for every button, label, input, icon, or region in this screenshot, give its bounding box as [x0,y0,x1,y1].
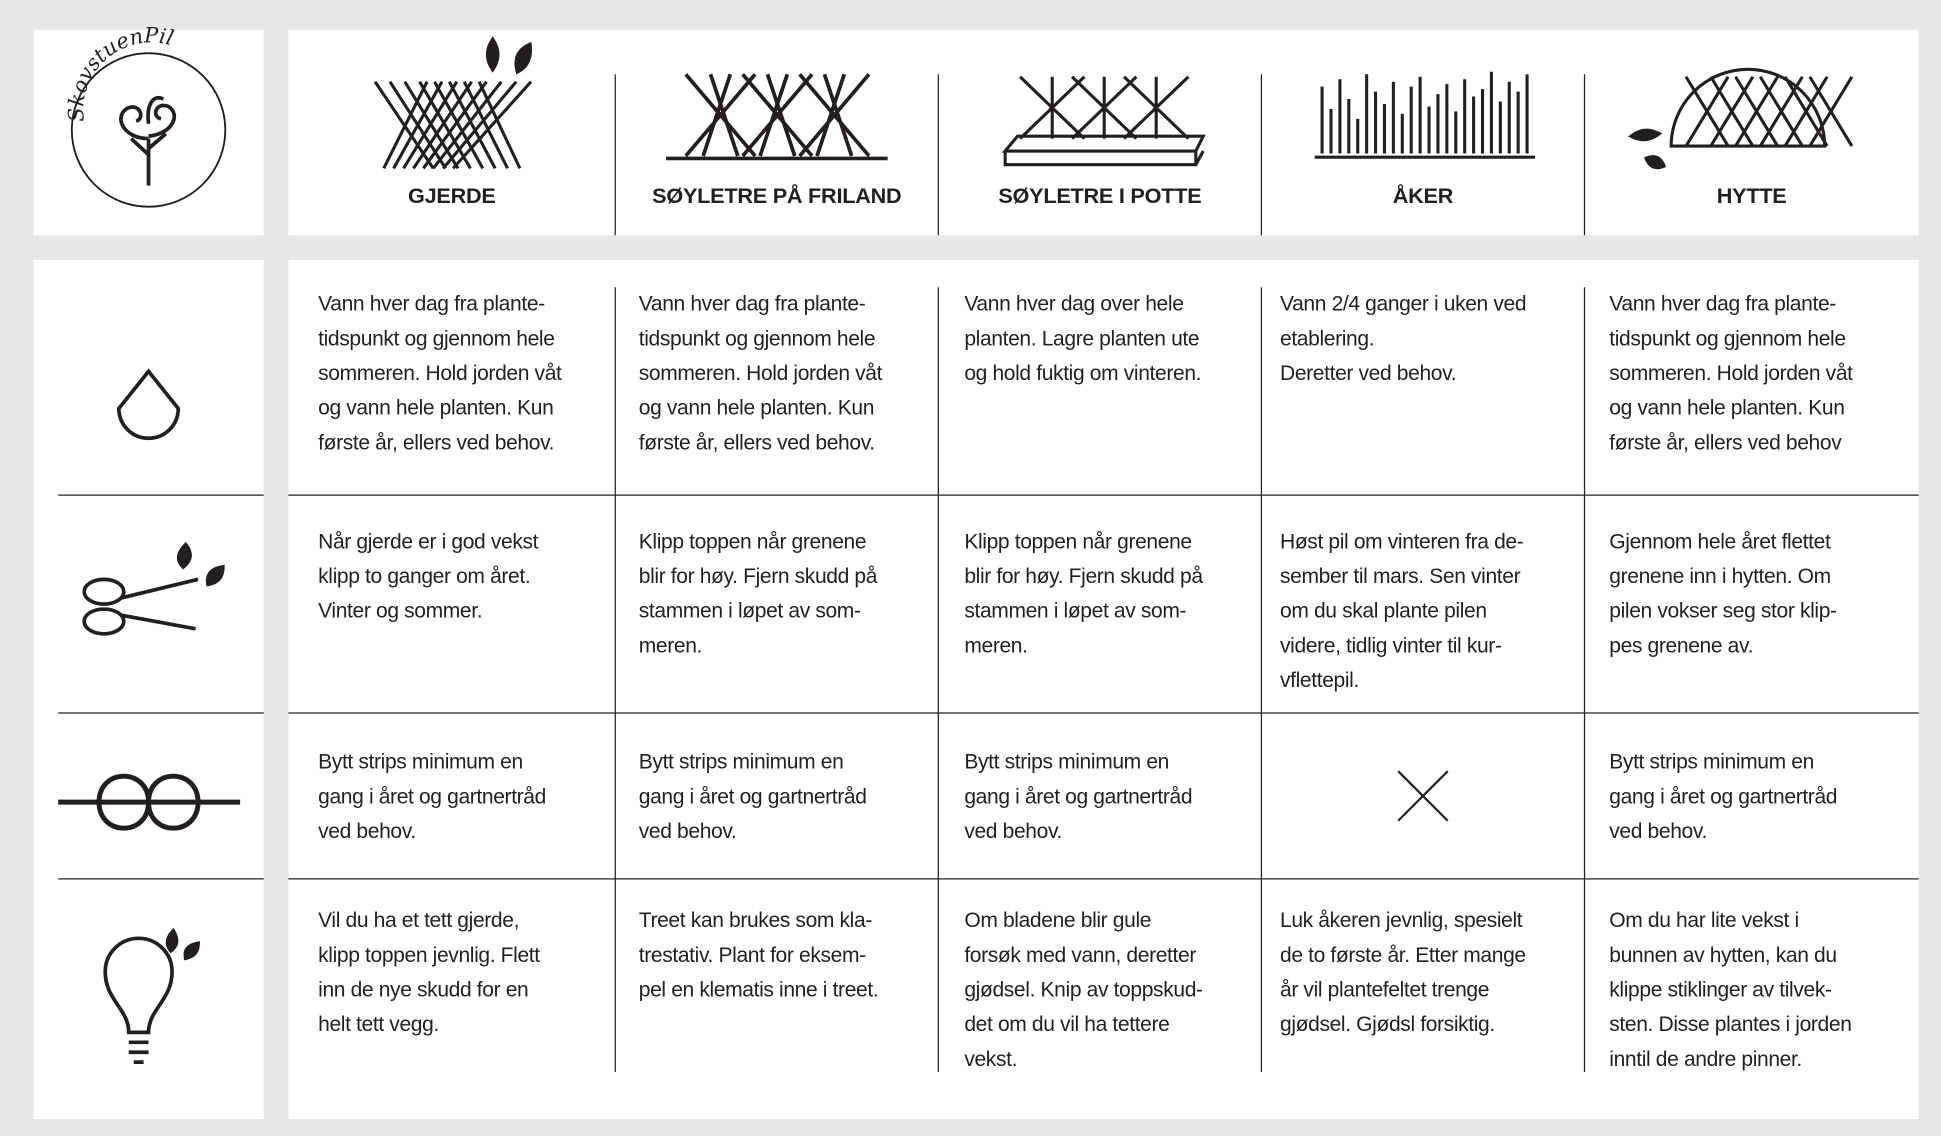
leaves [177,541,225,587]
knot-icon [58,773,241,831]
not-applicable-cross [1397,770,1449,822]
leaves [1628,128,1667,170]
water-icon [116,368,181,440]
cell-text: Når gjerde er i god vekst klipp to gange… [318,529,539,623]
cell-text: Klipp toppen når grenene blir for høy. F… [964,529,1203,658]
logo-tree [119,96,176,186]
cell-text: Vann hver dag over hele planten. Lagre p… [964,292,1202,385]
cell-text: Bytt strips minimum en gang i året og ga… [964,750,1193,844]
cell-text: Vil du ha et tett gjerde, klipp toppen j… [318,908,540,1037]
cell-text: Luk åkeren jevnlig, spesielt de to først… [1279,908,1526,1037]
cell-text: Bytt strips minimum en gang i året og ga… [318,750,546,844]
icon-panel [33,259,264,1120]
tree-pot-icon [1001,75,1206,167]
fence-icon [373,80,533,170]
cell-text: Om bladene blir gule forsøk med vann, de… [964,908,1203,1071]
cell-text: Vann hver dag fra plante- tidspunkt og g… [638,292,883,455]
cell-text: Vann hver dag fra plante- tidspunkt og g… [1609,292,1853,455]
tree-field-icon [665,73,888,161]
cell-text: Vann 2/4 ganger i uken ved etablering. D… [1279,292,1527,385]
cell-text: Bytt strips minimum en gang i året og ga… [1609,750,1838,844]
leaves [485,36,533,75]
cell-text: Treet kan brukes som kla- trestativ. Pla… [638,908,879,1002]
body-panel [288,259,1919,1120]
scissors-icon [82,541,225,636]
column-title: SØYLETRE PÅ FRILAND [652,183,902,208]
bulb-icon [103,927,200,1064]
header-icons [373,36,1854,170]
logo-circle [70,52,227,208]
scissors-blades [120,577,199,631]
cell-text: Vann hver dag fra plante- tidspunkt og g… [318,292,562,455]
scissors-ring [82,577,126,606]
grid-lines [58,74,1919,1073]
cell-text: Gjennom hele året flettet grenene inn i … [1609,529,1837,658]
field-icon [1314,71,1535,159]
scissors-ring [82,607,126,636]
cell-text: Høst pil om vinteren fra de- sember til … [1279,529,1524,692]
column-title: ÅKER [1392,183,1454,208]
cell-text: Bytt strips minimum en gang i året og ga… [638,750,867,844]
hut-icon [1669,67,1854,148]
column-title: HYTTE [1716,183,1787,208]
leaves [165,927,200,961]
column-title: SØYLETRE I POTTE [998,183,1202,208]
column-title: GJERDE [408,183,496,208]
cell-text: Klipp toppen når grenene blir for høy. F… [638,529,878,658]
bulb [103,936,174,1064]
cell-text: Om du har lite vekst i bunnen av hytten,… [1609,908,1852,1071]
